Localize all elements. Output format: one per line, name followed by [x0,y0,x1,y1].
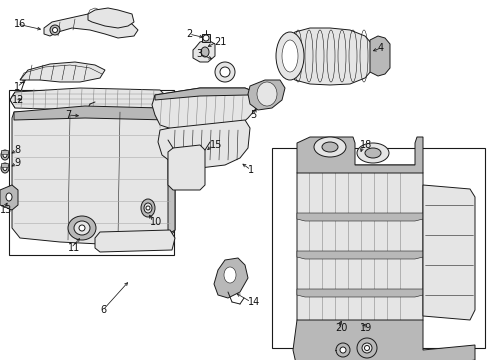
Ellipse shape [201,47,209,57]
Polygon shape [297,137,423,173]
Polygon shape [168,145,205,190]
Ellipse shape [144,203,152,213]
Ellipse shape [52,27,57,32]
Bar [272,148,485,348]
Ellipse shape [3,166,7,171]
Polygon shape [297,213,423,221]
Polygon shape [88,8,134,28]
Text: 18: 18 [360,140,372,150]
Polygon shape [288,28,372,85]
Ellipse shape [365,148,381,158]
Text: 6: 6 [100,305,106,315]
Text: 5: 5 [250,110,256,120]
Ellipse shape [220,67,230,77]
Text: 17: 17 [14,82,26,92]
Polygon shape [0,185,18,210]
Polygon shape [155,88,250,100]
Polygon shape [158,120,250,168]
Ellipse shape [68,216,96,240]
Text: 3: 3 [196,49,202,59]
Polygon shape [293,320,475,360]
Polygon shape [248,80,285,110]
Polygon shape [297,289,423,297]
Polygon shape [370,36,390,76]
Text: 13: 13 [0,205,12,215]
Text: 16: 16 [14,19,26,29]
Polygon shape [10,88,168,110]
Polygon shape [423,185,475,320]
Ellipse shape [50,25,60,35]
Polygon shape [297,251,423,259]
Ellipse shape [79,225,85,231]
Ellipse shape [314,137,346,157]
Text: 2: 2 [186,29,192,39]
Text: 1: 1 [248,165,254,175]
Text: 8: 8 [14,145,20,155]
Polygon shape [95,230,175,252]
Ellipse shape [322,142,338,152]
Polygon shape [44,14,138,38]
Polygon shape [82,108,95,122]
Polygon shape [14,106,175,120]
Text: 19: 19 [360,323,372,333]
Text: 12: 12 [12,95,24,105]
Bar [202,34,210,42]
Text: 10: 10 [150,217,162,227]
Bar [1,150,8,154]
Ellipse shape [74,221,90,235]
Polygon shape [193,40,215,62]
Ellipse shape [340,347,346,353]
Ellipse shape [141,199,155,217]
Text: 9: 9 [14,158,20,168]
Polygon shape [20,62,105,82]
Ellipse shape [1,163,9,173]
Text: 15: 15 [210,140,222,150]
Ellipse shape [276,32,304,80]
Polygon shape [12,108,175,244]
Ellipse shape [357,143,389,163]
Ellipse shape [257,82,277,106]
Text: 20: 20 [335,323,347,333]
Polygon shape [297,165,423,328]
Polygon shape [168,108,175,232]
Ellipse shape [336,343,350,357]
Text: 21: 21 [214,37,226,47]
Ellipse shape [365,346,369,351]
Ellipse shape [146,206,150,210]
Text: 7: 7 [65,110,71,120]
Text: 11: 11 [68,243,80,253]
Ellipse shape [362,343,372,353]
Polygon shape [152,88,258,132]
Ellipse shape [224,267,236,283]
Text: 4: 4 [378,43,384,53]
Ellipse shape [6,193,12,201]
Ellipse shape [203,35,209,41]
Bar [9,90,174,255]
Text: 14: 14 [248,297,260,307]
Ellipse shape [282,40,298,72]
Bar [1,163,8,167]
Polygon shape [214,258,248,298]
Ellipse shape [215,62,235,82]
Ellipse shape [1,150,9,160]
Ellipse shape [357,338,377,358]
Ellipse shape [3,153,7,158]
